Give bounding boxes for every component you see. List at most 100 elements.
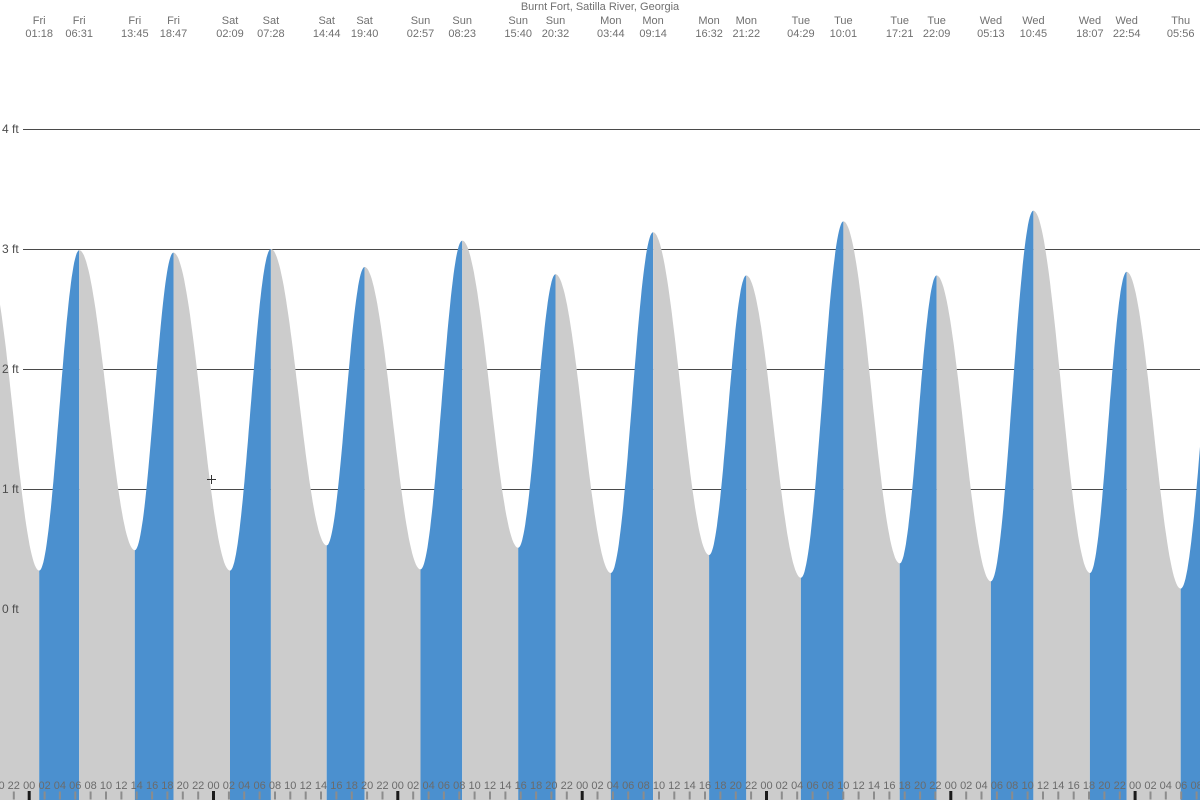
hour-label: 02 xyxy=(1144,780,1156,792)
hour-label: 02 xyxy=(776,780,788,792)
hour-label: 10 xyxy=(1021,780,1033,792)
hour-label: 08 xyxy=(269,780,281,792)
tide-event-time-label: 14:44 xyxy=(313,28,341,40)
hour-label: 06 xyxy=(253,780,265,792)
hour-tick xyxy=(412,791,415,800)
tide-segment-falling xyxy=(462,240,519,800)
hour-tick xyxy=(320,791,322,800)
hour-tick-midnight xyxy=(580,791,584,800)
hour-label: 20 xyxy=(177,780,189,792)
tide-event-time-label: 18:47 xyxy=(160,28,188,40)
tide-event-time-label: 21:22 xyxy=(733,28,761,40)
tide-event-time-label: 05:13 xyxy=(977,28,1005,40)
hour-label: 16 xyxy=(330,780,342,792)
hour-tick xyxy=(473,791,476,800)
hour-tick-midnight xyxy=(396,791,400,800)
hour-label: 18 xyxy=(530,780,542,792)
hour-label: 04 xyxy=(422,780,434,792)
tide-event-time-label: 04:29 xyxy=(787,28,815,40)
hour-tick xyxy=(1011,791,1014,800)
tide-event-time-label: 19:40 xyxy=(351,28,379,40)
hour-tick xyxy=(750,791,753,800)
hour-tick xyxy=(980,791,983,800)
tide-event-time-label: 09:14 xyxy=(639,28,667,40)
hour-tick xyxy=(366,791,369,800)
hour-tick xyxy=(504,791,507,800)
tide-segment-rising xyxy=(1180,446,1200,800)
hour-tick xyxy=(642,791,645,800)
hour-label: 14 xyxy=(315,780,327,792)
hour-tick xyxy=(304,791,307,800)
hour-tick-midnight xyxy=(212,791,215,800)
tide-segment-rising xyxy=(610,232,654,800)
hour-label: 06 xyxy=(69,780,81,792)
tide-event-day-label: Sun xyxy=(546,15,566,27)
tide-event-day-label: Tue xyxy=(834,15,853,27)
hour-tick xyxy=(611,791,614,800)
hour-label: 18 xyxy=(1083,780,1095,792)
hour-tick xyxy=(335,791,338,800)
tide-event-day-label: Sun xyxy=(452,15,472,27)
hour-tick xyxy=(74,791,77,800)
hour-label: 00 xyxy=(1129,780,1141,792)
y-axis-label-4ft: 4 ft xyxy=(2,122,19,136)
cursor-cross-marker xyxy=(207,475,216,484)
hour-label: 20 xyxy=(914,780,926,792)
tide-segment-falling xyxy=(0,304,40,800)
hour-label: 14 xyxy=(499,780,511,792)
hour-label: 10 xyxy=(653,780,665,792)
tide-event-day-label: Sun xyxy=(508,15,528,27)
tide-event-time-label: 10:45 xyxy=(1020,28,1048,40)
tide-event-day-label: Thu xyxy=(1171,15,1190,27)
tide-event-day-label: Tue xyxy=(890,15,909,27)
hour-label: 08 xyxy=(1190,780,1200,792)
hour-label: 06 xyxy=(991,780,1003,792)
hour-tick xyxy=(12,791,15,800)
tide-segment-rising xyxy=(420,240,463,800)
hour-label: 08 xyxy=(822,780,834,792)
tide-event-time-label: 02:57 xyxy=(407,28,435,40)
hour-tick xyxy=(58,791,61,800)
tide-event-time-label: 05:56 xyxy=(1167,28,1195,40)
hour-label: 22 xyxy=(376,780,388,792)
hour-label: 22 xyxy=(745,780,757,792)
hour-tick xyxy=(227,791,230,800)
hour-label: 04 xyxy=(975,780,987,792)
tide-event-time-label: 01:18 xyxy=(25,28,53,40)
hour-tick xyxy=(427,791,430,800)
hour-label: 02 xyxy=(960,780,972,792)
hour-label: 02 xyxy=(591,780,603,792)
tide-segment-rising xyxy=(134,252,174,800)
hour-label: 12 xyxy=(1037,780,1049,792)
tide-event-day-label: Sat xyxy=(318,15,335,27)
tide-segment-falling xyxy=(270,249,327,800)
hour-tick xyxy=(965,791,968,800)
hour-label: 10 xyxy=(468,780,480,792)
hour-tick xyxy=(258,791,261,800)
hour-tick xyxy=(274,791,276,800)
hour-label: 04 xyxy=(1160,780,1172,792)
tide-event-time-label: 17:21 xyxy=(886,28,914,40)
hour-label: 10 xyxy=(837,780,849,792)
hour-tick xyxy=(105,791,107,800)
hour-tick xyxy=(89,791,92,800)
hour-label: 12 xyxy=(300,780,312,792)
hour-label: 14 xyxy=(1052,780,1064,792)
hour-label: 16 xyxy=(883,780,895,792)
hour-tick xyxy=(1195,791,1198,800)
tide-event-day-label: Mon xyxy=(698,15,719,27)
tide-event-time-label: 16:32 xyxy=(695,28,723,40)
tide-segment-rising xyxy=(800,221,844,800)
hour-label: 04 xyxy=(238,780,250,792)
hour-label: 08 xyxy=(453,780,465,792)
chart-title: Burnt Fort, Satilla River, Georgia xyxy=(520,1,680,13)
hour-label: 12 xyxy=(668,780,680,792)
hour-label: 18 xyxy=(161,780,173,792)
hour-label: 22 xyxy=(192,780,204,792)
hour-label: 22 xyxy=(8,780,20,792)
tide-event-time-label: 22:09 xyxy=(923,28,951,40)
tide-segment-rising xyxy=(518,274,556,800)
hour-label: 14 xyxy=(868,780,880,792)
hour-label: 20 xyxy=(545,780,557,792)
